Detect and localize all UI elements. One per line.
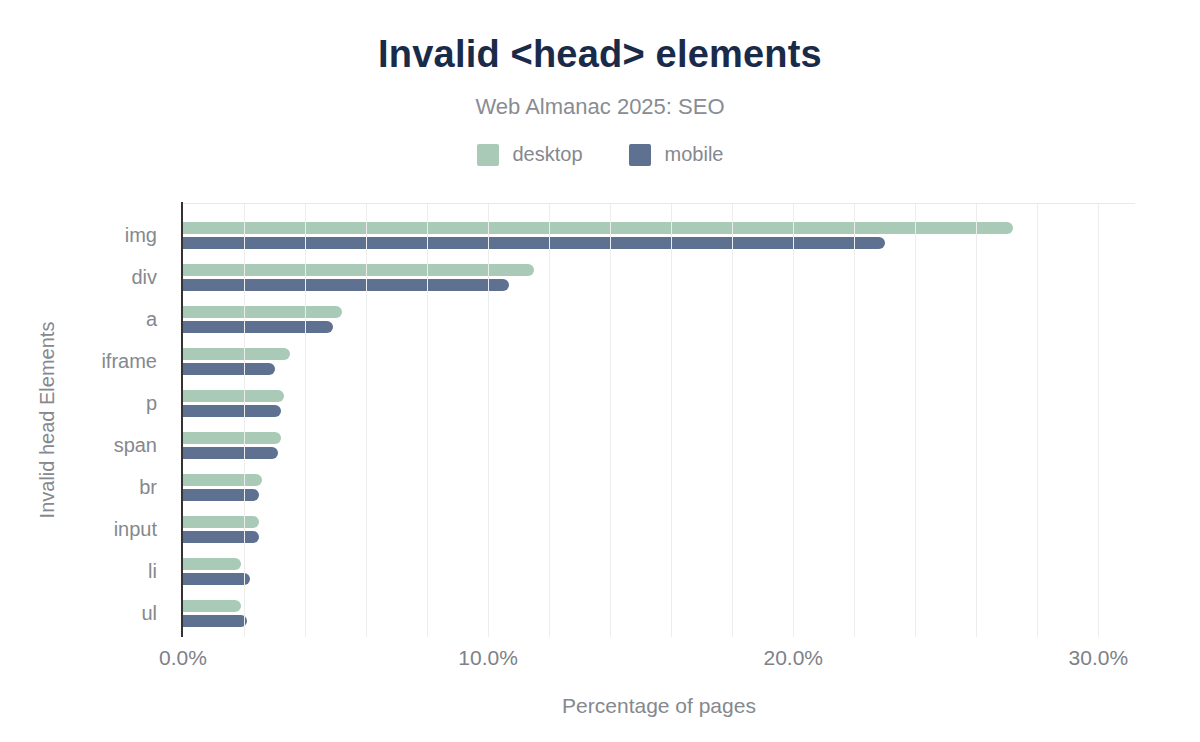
y-label-div: div — [0, 256, 170, 298]
legend-item-mobile: mobile — [629, 143, 724, 166]
bar-desktop-ul[interactable] — [183, 600, 241, 612]
gridline — [488, 204, 489, 637]
bar-mobile-div[interactable] — [183, 279, 509, 291]
gridline — [1037, 204, 1038, 637]
bar-group-img — [183, 214, 1135, 256]
y-label-li: li — [0, 551, 170, 593]
y-label-img: img — [0, 214, 170, 256]
bar-group-span — [183, 424, 1135, 466]
y-label-span: span — [0, 424, 170, 466]
bar-mobile-a[interactable] — [183, 321, 333, 333]
bar-group-ul — [183, 593, 1135, 635]
x-axis-title: Percentage of pages — [183, 694, 1135, 718]
bar-group-li — [183, 551, 1135, 593]
y-label-input: input — [0, 509, 170, 551]
bar-group-br — [183, 467, 1135, 509]
x-axis-ticks: 0.0%10.0%20.0%30.0% — [183, 646, 1135, 672]
bar-desktop-br[interactable] — [183, 474, 262, 486]
plot-top-border — [183, 203, 1135, 204]
bar-mobile-li[interactable] — [183, 573, 250, 585]
gridline — [549, 204, 550, 637]
bar-desktop-p[interactable] — [183, 390, 284, 402]
bar-mobile-input[interactable] — [183, 531, 259, 543]
chart-subtitle: Web Almanac 2025: SEO — [0, 94, 1200, 120]
bar-desktop-li[interactable] — [183, 558, 241, 570]
bar-desktop-div[interactable] — [183, 264, 534, 276]
x-tick-20.0%: 20.0% — [763, 646, 823, 670]
gridline — [671, 204, 672, 637]
legend-label-mobile: mobile — [665, 143, 724, 166]
y-label-ul: ul — [0, 593, 170, 635]
gridline — [610, 204, 611, 637]
bar-mobile-img[interactable] — [183, 237, 885, 249]
x-tick-30.0%: 30.0% — [1069, 646, 1129, 670]
bar-group-p — [183, 382, 1135, 424]
gridline — [427, 204, 428, 637]
chart-card: Invalid <head> elements Web Almanac 2025… — [0, 0, 1200, 742]
gridline — [915, 204, 916, 637]
chart-title: Invalid <head> elements — [0, 33, 1200, 76]
gridline — [305, 204, 306, 637]
gridline — [732, 204, 733, 637]
legend-swatch-mobile-icon — [629, 144, 651, 166]
y-label-p: p — [0, 382, 170, 424]
legend-swatch-desktop-icon — [477, 144, 499, 166]
bar-desktop-img[interactable] — [183, 222, 1013, 234]
legend: desktop mobile — [0, 143, 1200, 166]
bar-mobile-br[interactable] — [183, 489, 259, 501]
gridline — [366, 204, 367, 637]
bar-desktop-span[interactable] — [183, 432, 281, 444]
plot-area — [183, 204, 1135, 637]
x-tick-0.0%: 0.0% — [159, 646, 207, 670]
x-tick-10.0%: 10.0% — [458, 646, 518, 670]
gridline — [854, 204, 855, 637]
bar-mobile-ul[interactable] — [183, 615, 247, 627]
bar-group-iframe — [183, 340, 1135, 382]
y-axis-labels: imgdivaiframepspanbrinputliul — [0, 214, 170, 635]
gridline — [1098, 204, 1099, 637]
legend-label-desktop: desktop — [513, 143, 583, 166]
gridline — [244, 204, 245, 637]
y-label-iframe: iframe — [0, 340, 170, 382]
bar-desktop-input[interactable] — [183, 516, 259, 528]
y-label-a: a — [0, 298, 170, 340]
bar-mobile-span[interactable] — [183, 447, 278, 459]
legend-item-desktop: desktop — [477, 143, 583, 166]
bar-mobile-iframe[interactable] — [183, 363, 275, 375]
y-label-br: br — [0, 467, 170, 509]
bar-rows — [183, 214, 1135, 635]
bar-group-input — [183, 509, 1135, 551]
bar-group-div — [183, 256, 1135, 298]
bar-desktop-iframe[interactable] — [183, 348, 290, 360]
bar-desktop-a[interactable] — [183, 306, 342, 318]
bar-mobile-p[interactable] — [183, 405, 281, 417]
gridline — [976, 204, 977, 637]
bar-group-a — [183, 298, 1135, 340]
gridline — [793, 204, 794, 637]
